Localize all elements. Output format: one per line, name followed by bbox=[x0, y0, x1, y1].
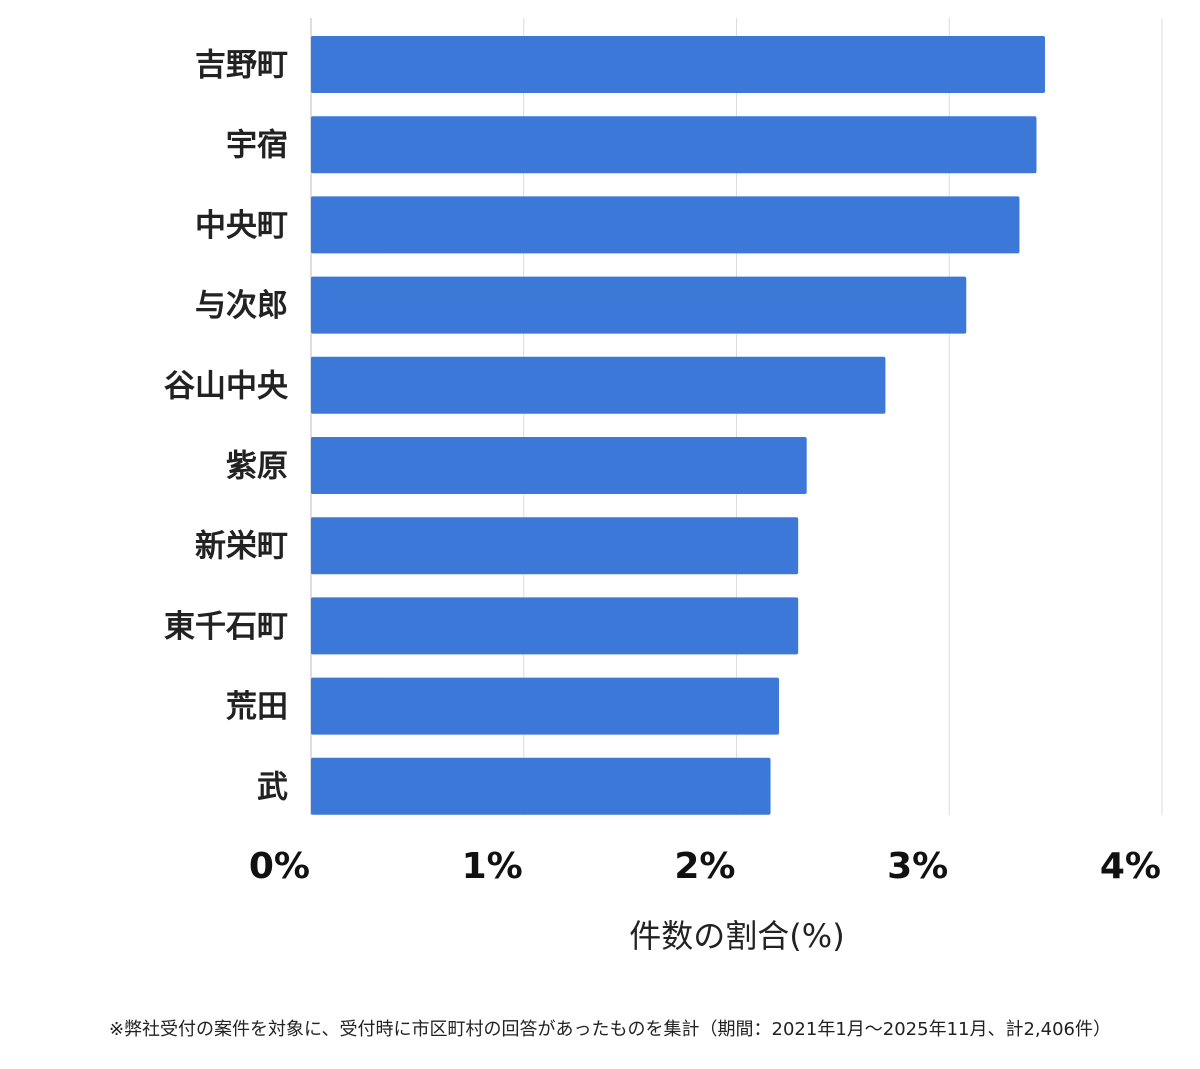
category-label-8: 荒田 bbox=[226, 689, 288, 725]
x-tick-label-4: 4% bbox=[1100, 846, 1161, 887]
bar-7 bbox=[311, 597, 799, 655]
category-label-6: 新栄町 bbox=[195, 529, 288, 565]
bar-1 bbox=[311, 116, 1037, 174]
bar-4 bbox=[311, 356, 886, 414]
bars bbox=[311, 36, 1045, 815]
category-label-7: 東千石町 bbox=[164, 609, 288, 645]
bar-6 bbox=[311, 517, 799, 575]
bar-9 bbox=[311, 757, 771, 815]
category-label-0: 吉野町 bbox=[195, 48, 288, 84]
category-label-5: 紫原 bbox=[226, 449, 288, 485]
x-axis-title: 件数の割合(%) bbox=[629, 917, 844, 955]
category-label-9: 武 bbox=[257, 769, 288, 805]
footnote: ※弊社受付の案件を対象に、受付時に市区町村の回答があったものを集計（期間：202… bbox=[108, 1019, 1112, 1040]
x-tick-label-3: 3% bbox=[887, 846, 948, 887]
bar-5 bbox=[311, 437, 807, 494]
x-tick-label-2: 2% bbox=[674, 846, 735, 887]
x-tick-label-1: 1% bbox=[462, 846, 523, 887]
category-label-3: 与次郎 bbox=[195, 288, 288, 324]
bar-8 bbox=[311, 677, 780, 735]
category-label-1: 宇宿 bbox=[226, 128, 288, 164]
bar-3 bbox=[311, 276, 967, 334]
x-tick-labels: 0% 1% 2% 3% 4% bbox=[249, 846, 1161, 887]
bar-2 bbox=[311, 196, 1020, 254]
category-label-4: 谷山中央 bbox=[164, 368, 289, 404]
bar-0 bbox=[311, 36, 1045, 93]
category-label-2: 中央町 bbox=[195, 208, 288, 244]
x-tick-label-0: 0% bbox=[249, 846, 310, 887]
